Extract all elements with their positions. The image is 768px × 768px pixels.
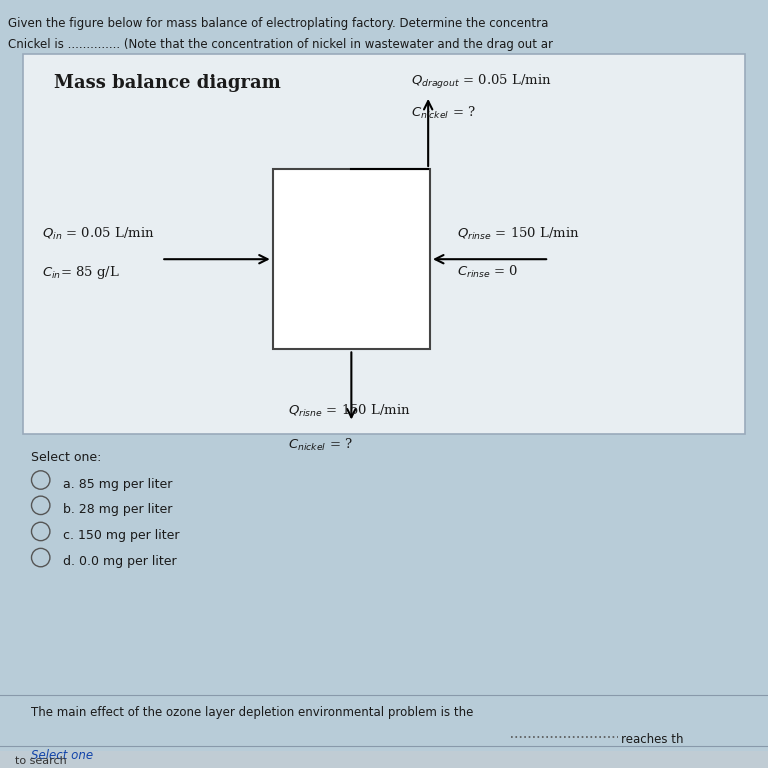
Text: to search: to search xyxy=(15,756,67,766)
Text: Mass balance diagram: Mass balance diagram xyxy=(54,74,280,92)
Text: $Q_{dragout}$ = 0.05 L/min: $Q_{dragout}$ = 0.05 L/min xyxy=(411,73,551,91)
Text: Select one:: Select one: xyxy=(31,451,101,464)
Text: $Q_{in}$ = 0.05 L/min: $Q_{in}$ = 0.05 L/min xyxy=(42,226,155,242)
FancyBboxPatch shape xyxy=(0,751,768,768)
Text: c. 150 mg per liter: c. 150 mg per liter xyxy=(63,529,180,542)
Text: $C_{in}$= 85 g/L: $C_{in}$= 85 g/L xyxy=(42,264,120,281)
Text: reaches th: reaches th xyxy=(621,733,683,746)
Text: b. 28 mg per liter: b. 28 mg per liter xyxy=(63,503,172,516)
Text: a. 85 mg per liter: a. 85 mg per liter xyxy=(63,478,172,491)
Text: $C_{rinse}$ = 0: $C_{rinse}$ = 0 xyxy=(457,264,518,280)
Text: $Q_{rinse}$ = 150 L/min: $Q_{rinse}$ = 150 L/min xyxy=(457,226,580,242)
Text: $C_{nickel}$ = ?: $C_{nickel}$ = ? xyxy=(288,437,353,453)
Text: The main effect of the ozone layer depletion environmental problem is the: The main effect of the ozone layer deple… xyxy=(31,706,473,719)
Text: $Q_{risne}$ = 150 L/min: $Q_{risne}$ = 150 L/min xyxy=(288,402,411,419)
Text: $C_{nickel}$ = ?: $C_{nickel}$ = ? xyxy=(411,104,475,121)
FancyBboxPatch shape xyxy=(273,169,430,349)
Text: Cnickel is .............. (Note that the concentration of nickel in wastewater a: Cnickel is .............. (Note that the… xyxy=(8,38,553,51)
Text: Select one: Select one xyxy=(31,749,93,762)
FancyBboxPatch shape xyxy=(23,54,745,434)
Text: d. 0.0 mg per liter: d. 0.0 mg per liter xyxy=(63,555,177,568)
Text: Given the figure below for mass balance of electroplating factory. Determine the: Given the figure below for mass balance … xyxy=(8,17,548,30)
